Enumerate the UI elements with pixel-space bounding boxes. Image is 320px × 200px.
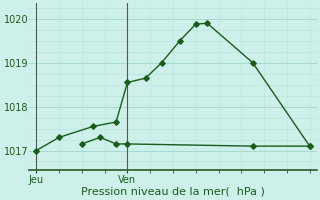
- X-axis label: Pression niveau de la mer(  hPa ): Pression niveau de la mer( hPa ): [81, 187, 265, 197]
